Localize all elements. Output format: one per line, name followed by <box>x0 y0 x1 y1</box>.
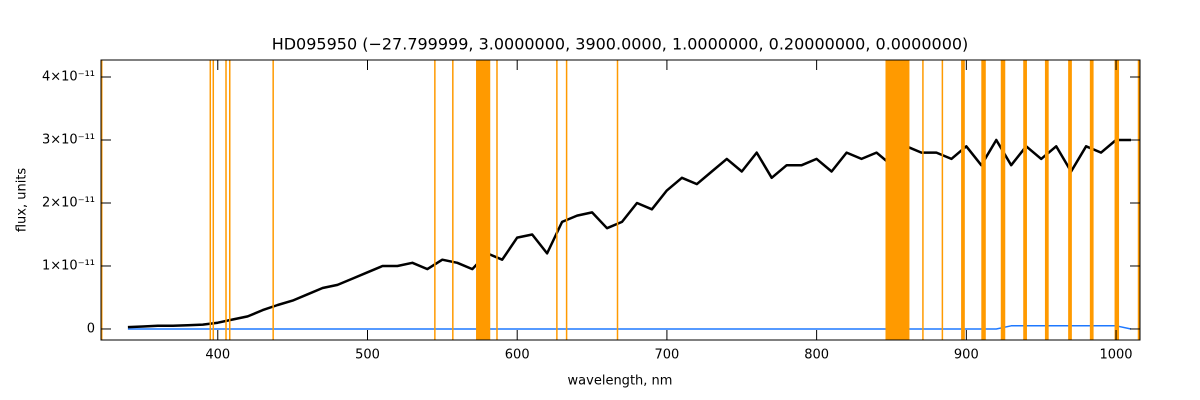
plot-area <box>101 60 1140 340</box>
masked-region <box>476 60 491 340</box>
chart-title: HD095950 (−27.799999, 3.0000000, 3900.00… <box>272 35 969 54</box>
x-tick-label: 900 <box>954 348 979 363</box>
masked-region <box>1023 60 1027 340</box>
masked-region <box>981 60 986 340</box>
x-tick-label: 600 <box>505 348 530 363</box>
masked-region <box>922 60 924 340</box>
masked-region <box>1137 60 1140 340</box>
masked-region <box>496 60 498 340</box>
masked-region <box>434 60 436 340</box>
masked-region <box>565 60 568 340</box>
masked-region <box>1000 60 1006 340</box>
masked-region <box>101 60 103 340</box>
y-axis-label: flux, units <box>15 168 30 233</box>
masked-region <box>209 60 212 340</box>
y-tick-label: 2×10⁻¹¹ <box>42 195 95 210</box>
masked-region <box>1089 60 1094 340</box>
masked-region <box>452 60 454 340</box>
masked-region <box>1044 60 1049 340</box>
masked-region <box>941 60 944 340</box>
x-axis-label: wavelength, nm <box>568 374 673 389</box>
masked-region <box>229 60 231 340</box>
x-tick-label: 1000 <box>1099 348 1132 363</box>
y-tick-label: 1×10⁻¹¹ <box>42 258 95 273</box>
x-tick-label: 400 <box>205 348 230 363</box>
masked-region <box>212 60 215 340</box>
masked-region <box>272 60 274 340</box>
masked-region <box>225 60 227 340</box>
masked-region <box>961 60 965 340</box>
axes-frame <box>100 59 1141 341</box>
masked-region <box>616 60 619 340</box>
masked-region <box>556 60 558 340</box>
y-tick-label: 0 <box>87 321 95 336</box>
masked-region <box>885 60 910 340</box>
x-tick-label: 800 <box>804 348 829 363</box>
masked-region <box>1114 60 1120 340</box>
x-tick-label: 700 <box>654 348 679 363</box>
y-tick-label: 3×10⁻¹¹ <box>42 133 95 148</box>
y-tick-label: 4×10⁻¹¹ <box>42 70 95 85</box>
masked-region <box>1068 60 1072 340</box>
x-tick-label: 500 <box>355 348 380 363</box>
